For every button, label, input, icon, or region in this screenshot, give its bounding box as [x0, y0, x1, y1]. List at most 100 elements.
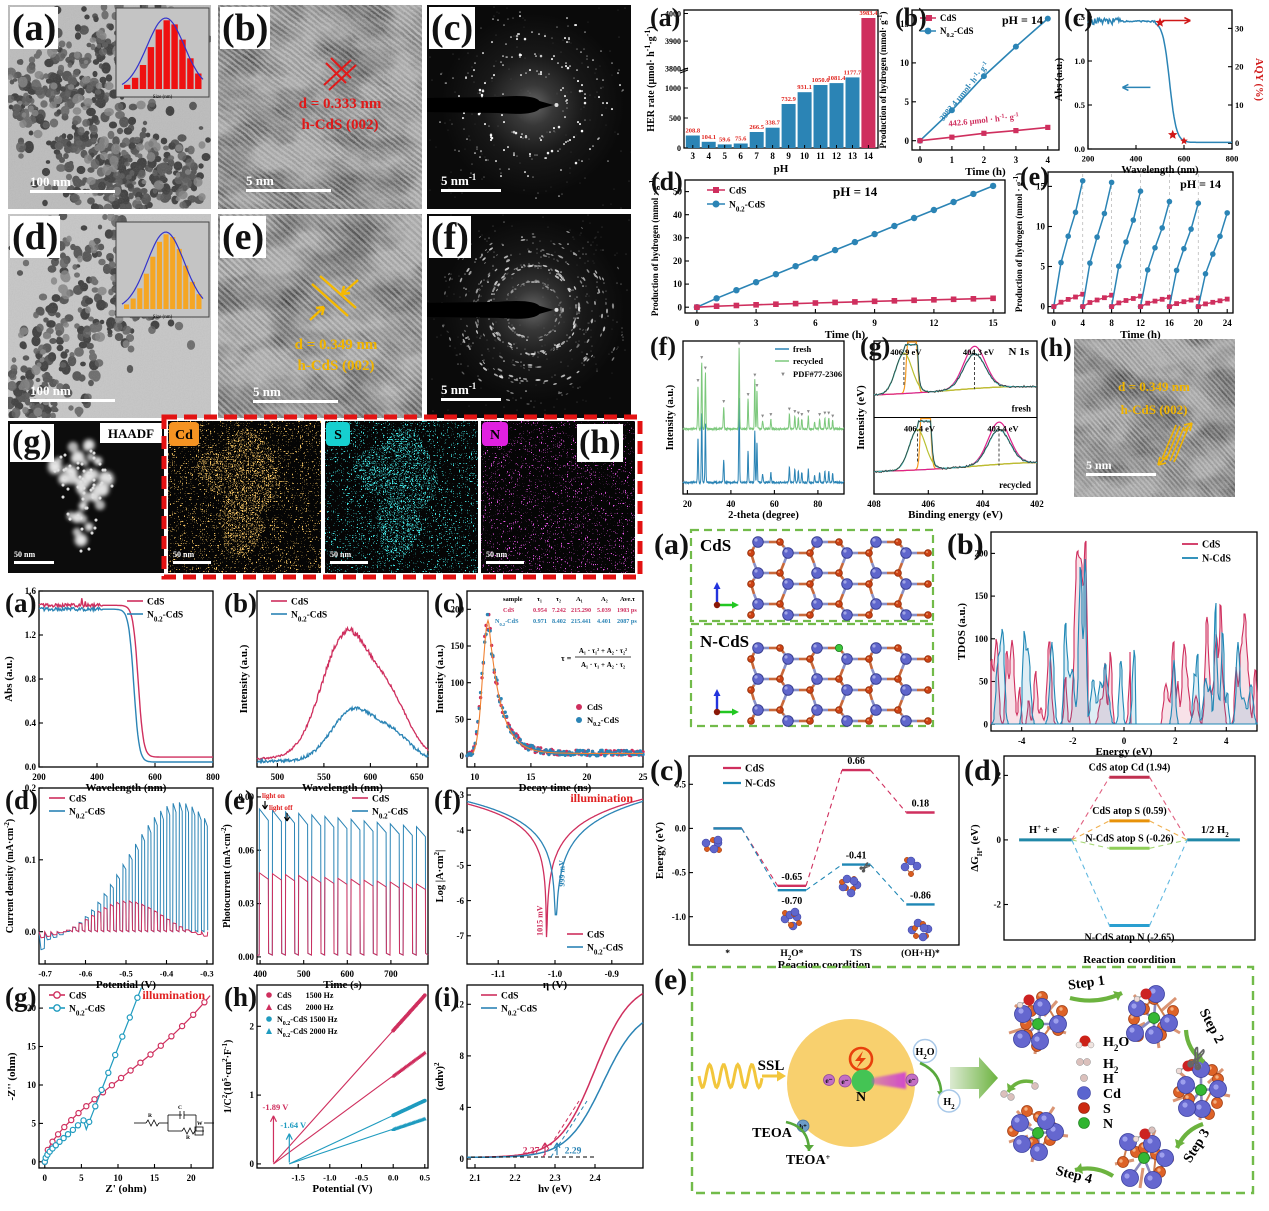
svg-text:2-theta (degree): 2-theta (degree) [728, 510, 799, 521]
svg-text:-0.7: -0.7 [38, 969, 52, 979]
svg-text:1: 1 [250, 1090, 255, 1100]
svg-text:20: 20 [27, 1003, 37, 1013]
svg-text:TDOS (a.u.): TDOS (a.u.) [956, 603, 968, 660]
svg-text:1.0: 1.0 [1074, 56, 1085, 66]
svg-text:2: 2 [997, 771, 1002, 781]
svg-text:0: 0 [678, 302, 683, 312]
svg-text:Time (h): Time (h) [1120, 329, 1161, 341]
svg-text:24: 24 [1223, 318, 1233, 328]
svg-text:5: 5 [32, 1119, 37, 1129]
svg-text:1081.4: 1081.4 [828, 75, 847, 82]
svg-text:0: 0 [695, 318, 700, 328]
svg-text:H2O*: H2O* [780, 949, 803, 962]
svg-text:0.66: 0.66 [847, 756, 865, 767]
svg-text:0.00: 0.00 [238, 952, 254, 962]
svg-text:N: N [1103, 1117, 1113, 1132]
svg-text:0: 0 [1122, 736, 1127, 746]
svg-text:2.3: 2.3 [549, 1173, 561, 1183]
svg-text:0: 0 [677, 144, 681, 153]
svg-text:-0.86: -0.86 [910, 890, 931, 901]
svg-text:104.1: 104.1 [701, 134, 716, 141]
svg-text:10: 10 [1235, 100, 1244, 110]
svg-text:AQY (%): AQY (%) [1253, 58, 1264, 102]
svg-text:(OH+H)*: (OH+H)* [901, 948, 940, 959]
svg-text:N0.2-CdS: N0.2-CdS [147, 610, 183, 623]
svg-text:-0.41: -0.41 [846, 851, 867, 862]
svg-text:Current density (mA·cm-2): Current density (mA·cm-2) [3, 819, 16, 934]
svg-text:6: 6 [738, 151, 743, 161]
svg-text:0.03: 0.03 [238, 899, 254, 909]
svg-text:N0.2-CdS: N0.2-CdS [291, 610, 327, 623]
svg-text:Size (nm): Size (nm) [153, 315, 173, 320]
svg-text:-1.0: -1.0 [548, 969, 563, 979]
svg-text:0.1: 0.1 [25, 855, 37, 865]
svg-text:recycled: recycled [999, 480, 1031, 490]
svg-text:100: 100 [451, 678, 465, 688]
svg-text:3800: 3800 [665, 65, 681, 74]
svg-text:CdS atop Cd (1.94): CdS atop Cd (1.94) [1089, 762, 1171, 773]
svg-text:2.2: 2.2 [509, 1173, 521, 1183]
svg-text:h-CdS (002): h-CdS (002) [1121, 402, 1188, 417]
svg-text:2087 ps: 2087 ps [617, 618, 637, 625]
svg-text:-0.4: -0.4 [160, 969, 174, 979]
svg-text:10: 10 [470, 772, 480, 782]
svg-text:3983.4 μmol· h-1· g-1: 3983.4 μmol· h-1· g-1 [937, 60, 991, 123]
svg-text:-1.5: -1.5 [291, 1173, 304, 1183]
svg-text:Cd: Cd [1103, 1087, 1121, 1102]
svg-text:1: 1 [950, 155, 955, 165]
svg-text:15: 15 [989, 318, 999, 328]
svg-text:50: 50 [455, 715, 465, 725]
svg-text:75.6: 75.6 [735, 135, 747, 142]
svg-text:0.4: 0.4 [25, 718, 37, 728]
svg-text:14: 14 [864, 151, 874, 161]
svg-text:e⁻: e⁻ [825, 1076, 832, 1085]
svg-text:-4: -4 [1018, 736, 1026, 746]
svg-text:▼: ▼ [806, 410, 811, 415]
svg-text:2.27: 2.27 [523, 1147, 540, 1157]
svg-text:60: 60 [770, 499, 780, 509]
svg-text:H2O: H2O [1103, 1035, 1129, 1053]
svg-text:5 nm: 5 nm [246, 173, 274, 188]
svg-text:h-CdS (002): h-CdS (002) [301, 117, 378, 133]
svg-text:9: 9 [872, 318, 877, 328]
svg-text:N0.2-CdS: N0.2-CdS [940, 26, 974, 39]
svg-text:15: 15 [27, 1042, 37, 1052]
svg-text:732.9: 732.9 [781, 96, 796, 103]
svg-text:5: 5 [1041, 262, 1046, 272]
svg-text:404.3 eV: 404.3 eV [963, 347, 995, 357]
svg-text:30: 30 [1235, 23, 1244, 33]
svg-text:15: 15 [1036, 182, 1046, 192]
svg-text:-5: -5 [457, 861, 465, 871]
svg-text:5 nm-1: 5 nm-1 [441, 172, 477, 188]
svg-text:h-CdS (002): h-CdS (002) [297, 358, 374, 374]
svg-text:5.039: 5.039 [597, 607, 611, 614]
svg-text:-Z'' (ohm): -Z'' (ohm) [6, 1052, 18, 1100]
svg-text:0: 0 [1041, 302, 1046, 312]
svg-text:N0.2-CdS: N0.2-CdS [69, 1004, 105, 1017]
svg-text:N 1s: N 1s [1009, 346, 1030, 358]
svg-text:15: 15 [900, 19, 910, 29]
svg-text:40: 40 [726, 499, 736, 509]
svg-text:3: 3 [754, 318, 759, 328]
svg-text:600: 600 [364, 772, 378, 782]
svg-text:d = 0.333 nm: d = 0.333 nm [299, 96, 382, 112]
svg-text:CdS: CdS [69, 794, 86, 804]
svg-text:1/C2(105·cm2·F-1): 1/C2(105·cm2·F-1) [221, 1040, 234, 1114]
svg-text:CdS: CdS [372, 794, 389, 804]
svg-text:S: S [1103, 1102, 1111, 1117]
svg-text:-4: -4 [457, 825, 465, 835]
svg-text:0.5: 0.5 [419, 1173, 430, 1183]
svg-text:2.1: 2.1 [469, 1173, 481, 1183]
svg-text:CdS: CdS [745, 764, 764, 775]
svg-text:50 nm: 50 nm [486, 550, 507, 559]
svg-text:Time (h): Time (h) [965, 166, 1006, 178]
svg-text:W: W [197, 1121, 203, 1127]
svg-text:CdS: CdS [291, 597, 308, 607]
svg-text:Step 1: Step 1 [1067, 974, 1106, 994]
svg-text:N0.2-CdS: N0.2-CdS [729, 201, 765, 214]
svg-text:50: 50 [979, 677, 989, 687]
svg-text:H2O: H2O [915, 1047, 934, 1061]
svg-text:25: 25 [639, 772, 649, 782]
svg-text:▼: ▼ [830, 414, 835, 419]
svg-text:800: 800 [206, 772, 220, 782]
